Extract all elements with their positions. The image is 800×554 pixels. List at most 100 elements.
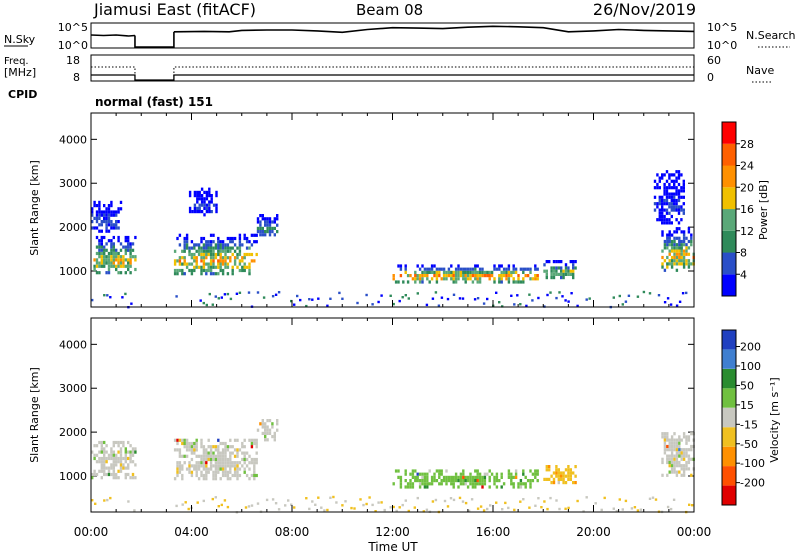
echo-cell	[675, 255, 679, 260]
echo-cell	[100, 450, 103, 454]
noise-right-tick-bottom: 10^0	[707, 39, 737, 52]
echo-cell	[110, 450, 113, 454]
echo-cell	[173, 272, 177, 276]
echo-cell	[416, 475, 419, 479]
echo-cell	[261, 422, 264, 426]
echo-cell	[552, 276, 556, 280]
echo-cell	[445, 270, 448, 274]
echo-cell	[209, 240, 213, 244]
echo-cell	[668, 259, 671, 263]
echo-cell	[680, 230, 683, 234]
velocity-xlabel: Time UT	[367, 540, 418, 554]
echo-cell	[663, 243, 667, 247]
echo-cell	[677, 170, 681, 174]
echo-cell	[221, 467, 225, 471]
echo-cell	[572, 263, 575, 267]
echo-cell	[124, 271, 127, 275]
echo-cell	[442, 274, 446, 278]
echo-cell	[202, 448, 206, 452]
echo-cell	[663, 239, 667, 244]
echo-cell	[450, 264, 453, 268]
echo-cell	[103, 210, 106, 214]
clutter-cell	[618, 498, 621, 501]
echo-cell	[217, 464, 220, 468]
echo-cell	[226, 236, 230, 241]
echo-cell	[670, 221, 673, 225]
echo-cell	[680, 454, 683, 458]
echo-cell	[241, 256, 244, 260]
echo-cell	[119, 456, 123, 461]
echo-cell	[243, 470, 246, 474]
echo-cell	[552, 272, 556, 276]
echo-cell	[474, 475, 477, 479]
echo-cell	[198, 206, 201, 210]
echo-cell	[685, 448, 688, 452]
echo-cell	[107, 216, 111, 220]
echo-cell	[212, 246, 215, 250]
clutter-cell	[461, 297, 465, 300]
echo-cell	[178, 448, 182, 452]
clutter-cell	[627, 294, 631, 297]
echo-cell	[663, 259, 667, 263]
echo-cell	[176, 438, 179, 442]
echo-cell	[478, 482, 482, 486]
echo-cell	[478, 280, 482, 284]
echo-cell	[236, 467, 239, 471]
noise-left-label: N.Sky	[4, 33, 36, 46]
echo-cell	[110, 226, 113, 230]
echo-cell	[233, 259, 237, 263]
echo-cell	[195, 445, 198, 449]
echo-cell	[666, 444, 669, 449]
echo-cell	[107, 469, 111, 473]
echo-cell	[670, 444, 674, 449]
echo-cell	[107, 213, 111, 217]
echo-cell	[197, 477, 201, 481]
echo-cell	[245, 265, 249, 269]
echo-cell	[196, 197, 199, 201]
echo-cell	[105, 213, 108, 217]
echo-cell	[663, 435, 667, 439]
echo-cell	[178, 464, 182, 468]
echo-cell	[428, 270, 431, 274]
echo-cell	[217, 265, 220, 269]
echo-cell	[124, 450, 127, 454]
clutter-cell	[377, 501, 380, 504]
echo-cell	[193, 259, 196, 263]
echo-cell	[433, 264, 436, 268]
echo-cell	[203, 203, 206, 207]
echo-cell	[682, 454, 686, 458]
clutter-cell	[461, 500, 465, 503]
echo-cell	[119, 440, 123, 445]
echo-cell	[100, 261, 103, 265]
echo-cell	[129, 456, 132, 461]
echo-cell	[248, 268, 251, 273]
echo-cell	[117, 460, 120, 464]
echo-cell	[426, 482, 429, 486]
echo-cell	[207, 457, 210, 462]
echo-cell	[678, 249, 681, 253]
echo-cell	[682, 189, 685, 193]
clutter-cell	[501, 305, 504, 308]
echo-cell	[502, 267, 506, 271]
echo-cell	[675, 451, 679, 455]
velocity-colorbar-label: Velocity [m s⁻¹]	[768, 377, 781, 462]
echo-cell	[196, 190, 199, 194]
echo-cell	[255, 473, 258, 478]
echo-cell	[238, 240, 242, 244]
echo-cell	[103, 255, 106, 259]
echo-cell	[690, 262, 693, 266]
echo-cell	[250, 243, 254, 247]
echo-cell	[112, 466, 115, 470]
clutter-cell	[392, 302, 395, 306]
echo-cell	[112, 450, 115, 454]
echo-cell	[457, 267, 460, 271]
echo-cell	[229, 445, 232, 449]
echo-cell	[221, 240, 225, 244]
echo-cell	[103, 456, 106, 461]
echo-cell	[562, 474, 565, 478]
echo-cell	[452, 270, 455, 274]
echo-cell	[469, 482, 472, 486]
echo-cell	[474, 270, 477, 274]
echo-cell	[668, 176, 671, 180]
echo-cell	[117, 440, 120, 445]
